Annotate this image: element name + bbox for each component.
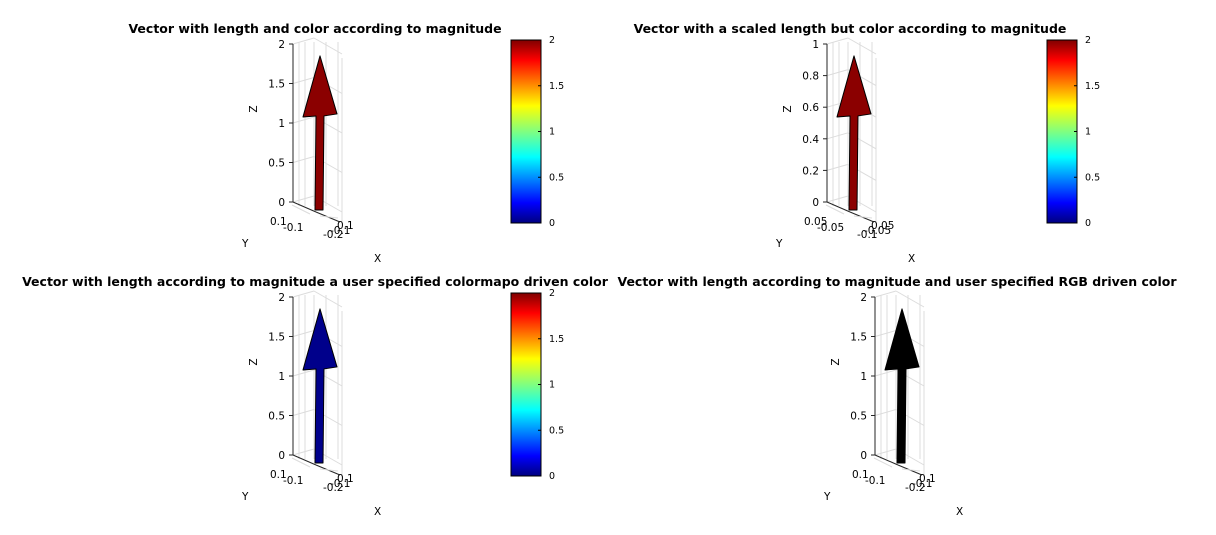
z-tick-label: 0 <box>812 197 819 209</box>
y-axis-label: Y <box>775 238 783 250</box>
z-tick-label: 0.8 <box>802 71 819 83</box>
z-tick-label: 0.4 <box>802 134 819 146</box>
y-tick-label: 0.05 <box>804 216 827 228</box>
y-tick-label: -0.05 <box>817 222 844 234</box>
x-tick-label: -0.05 <box>864 225 891 237</box>
z-tick-label: 0.5 <box>268 411 285 423</box>
x-tick-label: 0.1 <box>919 473 936 485</box>
z-axis-label: Z <box>830 358 842 365</box>
z-tick-label: 1.5 <box>268 332 285 344</box>
z-tick-label: 2 <box>860 292 867 304</box>
colorbar-tick-label: 1.5 <box>1085 81 1100 92</box>
colorbar-tick-label: 0 <box>549 218 555 229</box>
z-tick-label: 1.5 <box>850 332 867 344</box>
z-tick-label: 1 <box>812 39 819 51</box>
x-tick-label: 0.1 <box>337 220 354 232</box>
colorbar-tick-label: 0.5 <box>1085 172 1100 183</box>
z-tick-label: 0 <box>860 450 867 462</box>
vector-arrow <box>836 55 872 211</box>
x-tick-label: -0.1 <box>857 229 878 241</box>
z-tick-label: 0.5 <box>268 158 285 170</box>
colorbar-tick-label: 1.5 <box>549 81 564 92</box>
colorbar: 0 0.5 1 1.5 2 <box>510 35 564 229</box>
subplot-1: Vector with length and color according t… <box>128 21 564 265</box>
colorbar-tick-label: 0.5 <box>549 425 564 436</box>
colorbar-gradient <box>1046 39 1078 224</box>
x-tick-label: -0.2 <box>323 482 344 494</box>
colorbar: 0 0.5 1 1.5 2 <box>1046 35 1100 229</box>
subplot-2: Vector with a scaled length but color ac… <box>634 21 1101 265</box>
z-tick-label: 1 <box>278 371 285 383</box>
z-axis-label: Z <box>248 358 260 365</box>
colorbar-tick-label: 2 <box>1085 35 1091 46</box>
vector-arrow <box>302 55 338 211</box>
z-tick-label: 0.5 <box>850 411 867 423</box>
subplot-title: Vector with a scaled length but color ac… <box>634 21 1067 36</box>
x-tick-label: -0.2 <box>323 229 344 241</box>
colorbar-tick-label: 1.5 <box>549 334 564 345</box>
z-tick-label: 2 <box>278 292 285 304</box>
x-tick-label: -0.1 <box>330 478 351 490</box>
x-tick-label: -0.2 <box>905 482 926 494</box>
colorbar-tick-label: 0 <box>549 471 555 482</box>
y-tick-label: -0.1 <box>283 222 304 234</box>
z-axis-label: Z <box>248 105 260 112</box>
z-tick-label: 0 <box>278 197 285 209</box>
colorbar-tick-label: 1 <box>549 380 555 391</box>
z-tick-label: 0 <box>278 450 285 462</box>
y-tick-label: 0.1 <box>270 469 287 481</box>
z-axis-label: Z <box>782 105 794 112</box>
y-tick-label: 0.1 <box>270 216 287 228</box>
vector-arrow <box>884 308 920 464</box>
colorbar-tick-label: 2 <box>549 35 555 46</box>
x-axis-label: X <box>374 253 381 265</box>
y-tick-label: -0.1 <box>283 475 304 487</box>
colorbar-gradient <box>510 292 542 477</box>
colorbar: 0 0.5 1 1.5 2 <box>510 288 564 482</box>
x-axis-label: X <box>374 506 381 518</box>
subplot-title: Vector with length and color according t… <box>128 21 501 36</box>
y-axis-label: Y <box>241 491 249 503</box>
colorbar-gradient <box>510 39 542 224</box>
x-tick-label: -0.1 <box>330 225 351 237</box>
z-tick-label: 1.5 <box>268 79 285 91</box>
x-tick-label: 0.05 <box>871 220 894 232</box>
z-tick-label: 1 <box>278 118 285 130</box>
z-tick-label: 2 <box>278 39 285 51</box>
x-axis-label: X <box>956 506 963 518</box>
colorbar-tick-label: 0 <box>1085 218 1091 229</box>
colorbar-tick-label: 1 <box>549 127 555 138</box>
z-tick-label: 1 <box>860 371 867 383</box>
y-axis-label: Y <box>241 238 249 250</box>
y-tick-label: 0.1 <box>852 469 869 481</box>
colorbar-tick-label: 2 <box>549 288 555 299</box>
x-tick-label: -0.1 <box>912 478 933 490</box>
subplot-title: Vector with length according to magnitud… <box>22 274 609 289</box>
subplot-4: Vector with length according to magnitud… <box>617 274 1177 518</box>
subplot-title: Vector with length according to magnitud… <box>617 274 1177 289</box>
x-tick-label: 0.1 <box>337 473 354 485</box>
x-axis-label: X <box>908 253 915 265</box>
y-axis-label: Y <box>823 491 831 503</box>
z-tick-label: 0.2 <box>802 165 819 177</box>
subplot-3: Vector with length according to magnitud… <box>22 274 609 518</box>
colorbar-tick-label: 0.5 <box>549 172 564 183</box>
y-tick-label: -0.1 <box>865 475 886 487</box>
colorbar-tick-label: 1 <box>1085 127 1091 138</box>
z-tick-label: 0.6 <box>802 102 819 114</box>
vector-arrow <box>302 308 338 464</box>
